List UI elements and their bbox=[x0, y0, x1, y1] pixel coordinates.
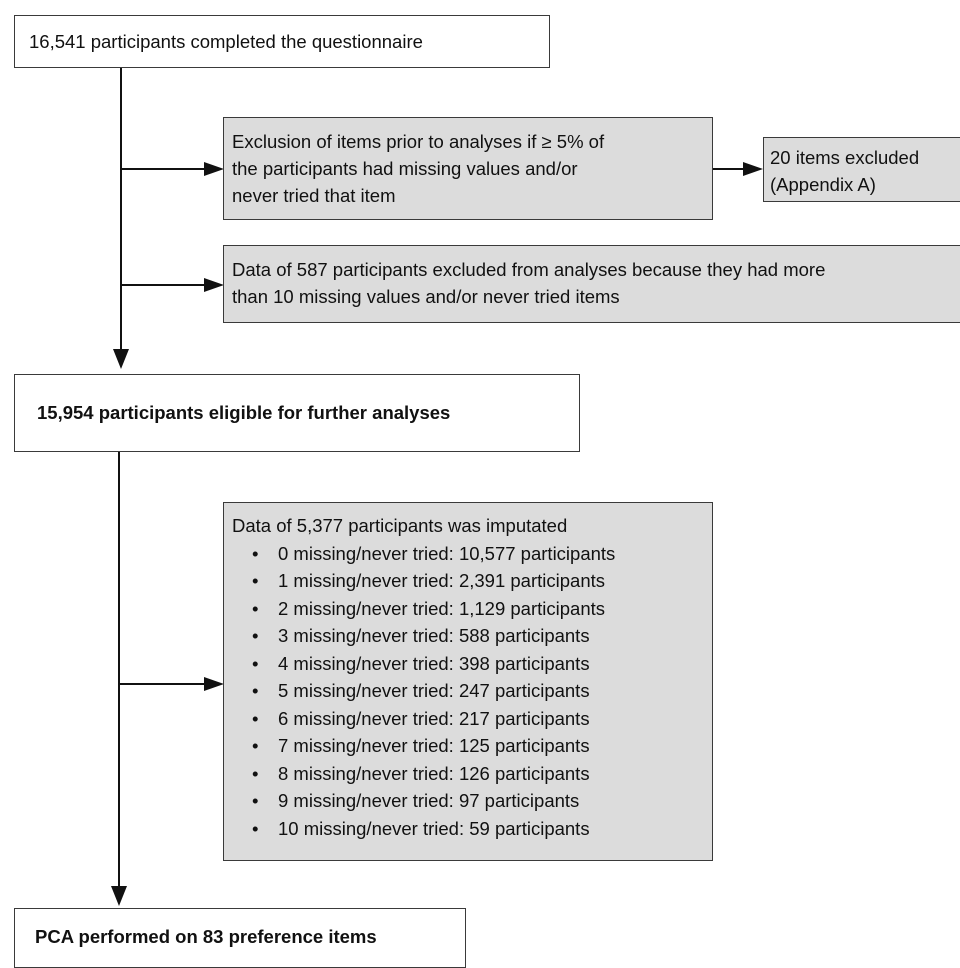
main-connector-top bbox=[120, 67, 122, 349]
branch-connector-1 bbox=[120, 168, 204, 170]
arrow-right-1 bbox=[204, 162, 224, 176]
arrow-right-3 bbox=[204, 278, 224, 292]
list-item: 5 missing/never tried: 247 participants bbox=[232, 677, 615, 705]
imputation-list: 0 missing/never tried: 10,577 participan… bbox=[232, 540, 615, 843]
box-imputation-content: Data of 5,377 participants was imputated… bbox=[232, 512, 615, 842]
branch-connector-2 bbox=[713, 168, 743, 170]
box-eligible-participants-text: 15,954 participants eligible for further… bbox=[37, 402, 451, 423]
list-item: 1 missing/never tried: 2,391 participant… bbox=[232, 567, 615, 595]
box-pca-text: PCA performed on 83 preference items bbox=[35, 926, 377, 947]
items-excluded-line: (Appendix A) bbox=[770, 174, 876, 195]
box-eligible-participants: 15,954 participants eligible for further… bbox=[14, 374, 580, 452]
exclusion-line: the participants had missing values and/… bbox=[232, 158, 578, 179]
main-connector-bottom bbox=[118, 452, 120, 886]
imputation-title: Data of 5,377 participants was imputated bbox=[232, 515, 568, 536]
exclusion-line: never tried that item bbox=[232, 185, 396, 206]
box-questionnaire-completed-text: 16,541 participants completed the questi… bbox=[29, 31, 423, 52]
box-participants-excluded: Data of 587 participants excluded from a… bbox=[223, 245, 960, 323]
list-item: 10 missing/never tried: 59 participants bbox=[232, 815, 615, 843]
list-item: 9 missing/never tried: 97 participants bbox=[232, 787, 615, 815]
box-participants-excluded-text: Data of 587 participants excluded from a… bbox=[232, 256, 825, 310]
items-excluded-line: 20 items excluded bbox=[770, 147, 920, 168]
box-questionnaire-completed: 16,541 participants completed the questi… bbox=[14, 15, 550, 68]
participants-excluded-line: than 10 missing values and/or never trie… bbox=[232, 286, 620, 307]
arrow-down-2 bbox=[111, 886, 127, 906]
arrow-down-1 bbox=[113, 349, 129, 369]
arrow-right-2 bbox=[743, 162, 763, 176]
exclusion-line: Exclusion of items prior to analyses if … bbox=[232, 131, 605, 152]
list-item: 8 missing/never tried: 126 participants bbox=[232, 760, 615, 788]
list-item: 0 missing/never tried: 10,577 participan… bbox=[232, 540, 615, 568]
participants-excluded-line: Data of 587 participants excluded from a… bbox=[232, 259, 826, 280]
box-item-exclusion-text: Exclusion of items prior to analyses if … bbox=[232, 128, 604, 209]
box-pca: PCA performed on 83 preference items bbox=[14, 908, 466, 968]
branch-connector-4 bbox=[118, 683, 204, 685]
box-imputation: Data of 5,377 participants was imputated… bbox=[223, 502, 713, 861]
arrow-right-4 bbox=[204, 677, 224, 691]
list-item: 6 missing/never tried: 217 participants bbox=[232, 705, 615, 733]
box-items-excluded-text: 20 items excluded (Appendix A) bbox=[770, 144, 919, 198]
list-item: 4 missing/never tried: 398 participants bbox=[232, 650, 615, 678]
list-item: 3 missing/never tried: 588 participants bbox=[232, 622, 615, 650]
list-item: 2 missing/never tried: 1,129 participant… bbox=[232, 595, 615, 623]
list-item: 7 missing/never tried: 125 participants bbox=[232, 732, 615, 760]
box-item-exclusion: Exclusion of items prior to analyses if … bbox=[223, 117, 713, 220]
branch-connector-3 bbox=[120, 284, 204, 286]
box-items-excluded: 20 items excluded (Appendix A) bbox=[763, 137, 960, 202]
